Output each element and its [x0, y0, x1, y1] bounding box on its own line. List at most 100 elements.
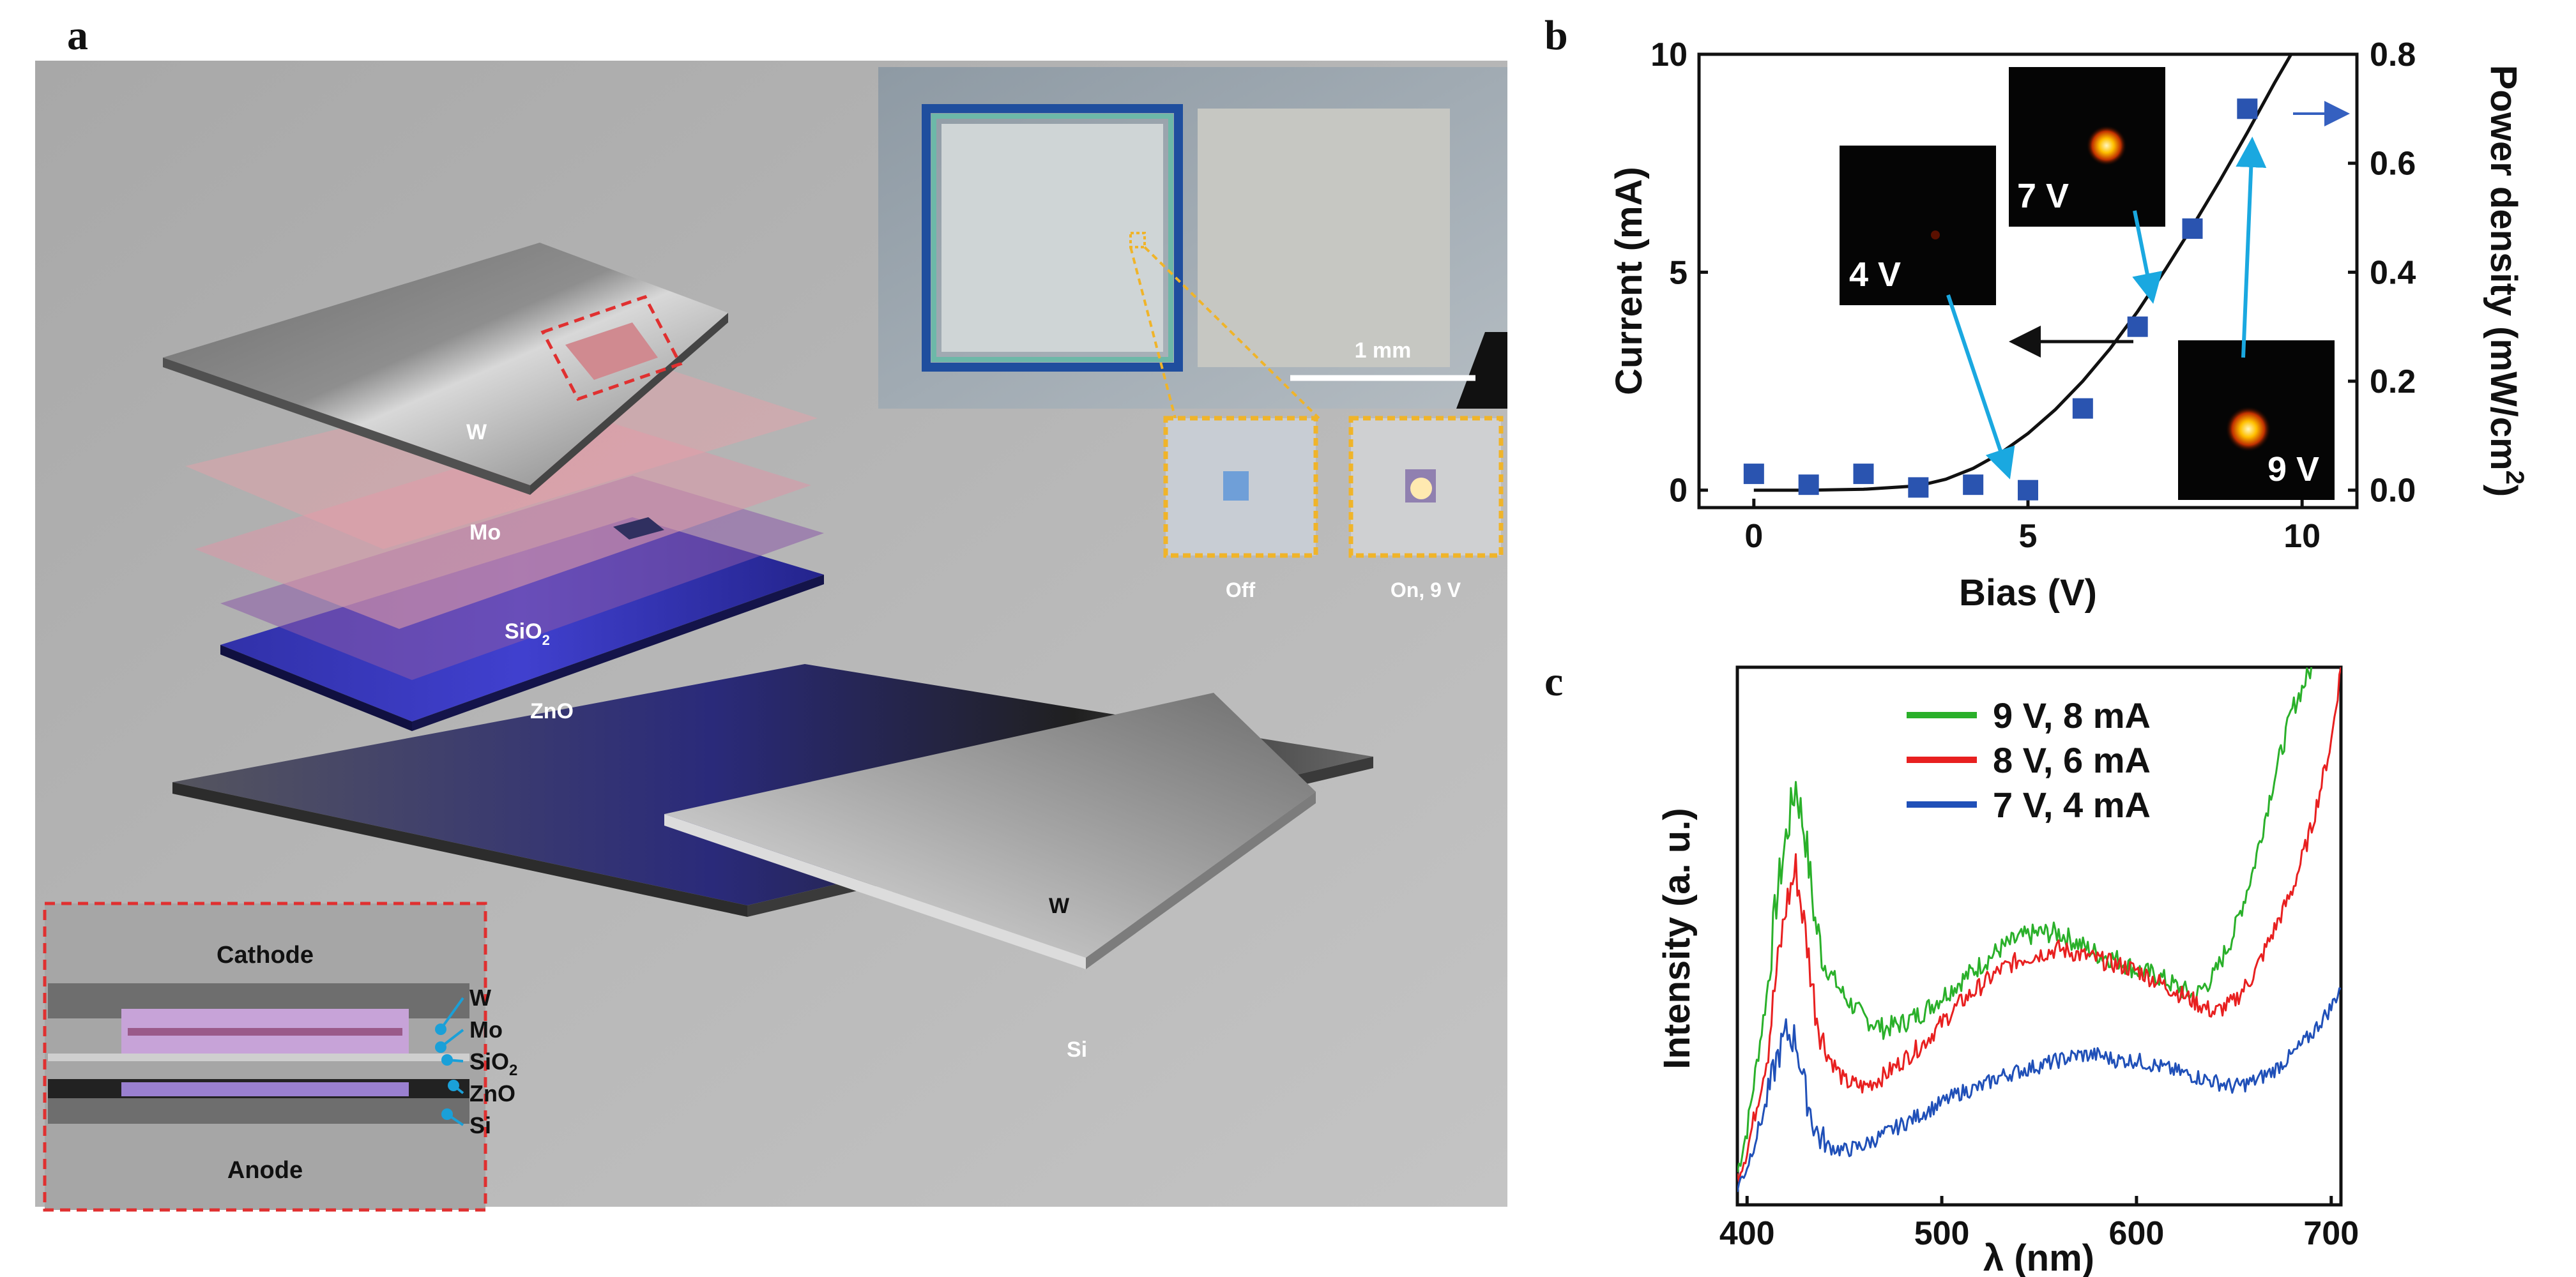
zoom-line-right	[1143, 246, 1320, 419]
chart-b-ylabel-left: Current (mA)	[1608, 167, 1650, 395]
zoom-on-frame	[1348, 416, 1504, 558]
chart-c-xlabel: λ (nm)	[1983, 1237, 2094, 1277]
photo-4v-label: 4 V	[1849, 255, 1901, 294]
layer-label-w-top: W	[466, 420, 487, 444]
w-right-contact-edge-right	[1086, 792, 1316, 969]
cs-dot-zno	[448, 1080, 459, 1091]
photo-9v: 9 V	[2178, 340, 2335, 500]
chart-c-ticks: 400 500 600 700	[1719, 1196, 2359, 1252]
chart-c-series-0	[1737, 667, 2313, 1172]
device-callout-box	[540, 294, 683, 402]
layer-label-sio2: SiO2	[505, 619, 550, 648]
cs-dot-w	[435, 1024, 446, 1035]
chart-b-yrtick-label-0: 0.0	[2370, 472, 2416, 510]
photo-4v-frame	[1840, 146, 1996, 305]
chart-b-ylabel-right-sup: 2	[2501, 471, 2529, 485]
chart-b-yrtick-label-4: 0.8	[2370, 36, 2416, 73]
panel-a-letter: a	[67, 12, 88, 59]
micrograph-corner-shadow	[1456, 332, 1507, 409]
cs-leader-dots	[435, 1024, 459, 1120]
cs-zno-glow	[121, 1082, 409, 1096]
device-blue-frame	[922, 104, 1183, 372]
chart-b-power-points	[1743, 98, 2258, 501]
leader-4v	[1946, 294, 2015, 480]
chart-b-yrtick-label-1: 0.2	[2370, 363, 2416, 400]
cs-cathode-label: Cathode	[217, 942, 314, 969]
cs-si-layer	[48, 1098, 469, 1124]
chart-c-xtick-label-0: 400	[1719, 1215, 1775, 1252]
chart-b-xtick-label-2: 10	[2283, 518, 2321, 555]
zno-layer-edge-right	[412, 575, 824, 731]
chart-c-series-2	[1737, 987, 2341, 1193]
chart-b-yrtick-label-2: 0.4	[2370, 254, 2416, 291]
chart-b-power-point-7	[2127, 316, 2148, 337]
chart-c-ylabel: Intensity (a. u.)	[1656, 808, 1698, 1069]
chart-b-xtick-label-0: 0	[1744, 518, 1763, 555]
photo-7v: 7 V	[2009, 67, 2165, 227]
w-top-electrode-edge-right	[530, 313, 728, 495]
panel-c-letter: c	[1544, 658, 1564, 705]
layer-label-mo: Mo	[469, 520, 501, 545]
chart-c-series-1	[1737, 667, 2341, 1183]
chart-b-ylabel-right-main: Power density (mW/cm	[2483, 65, 2524, 471]
chart-c-xtick-label-3: 700	[2303, 1215, 2359, 1252]
cs-dot-si	[441, 1108, 453, 1120]
chart-b-power-point-9	[2237, 98, 2258, 119]
chart-c-xtick-label-2: 600	[2109, 1215, 2165, 1252]
zno-layer-edge	[220, 645, 412, 731]
chart-b-yrtick-label-3: 0.6	[2370, 146, 2416, 183]
cs-sio2-base: SiO	[469, 1048, 509, 1075]
chart-b-power-point-0	[1743, 464, 1764, 485]
cs-leader-w	[439, 997, 464, 1031]
chart-b-power-point-2	[1853, 464, 1874, 485]
chart-c-lines	[1737, 667, 2341, 1193]
chart-c: 400 500 600 700 9 V, 8 mA8 V, 6 mA 7 V, 4 mA…	[1656, 665, 2359, 1277]
mo-layer	[195, 421, 811, 629]
zoom-on-label: On, 9 V	[1391, 578, 1461, 601]
mo-window	[613, 517, 664, 540]
cs-label-zno: ZnO	[469, 1080, 515, 1107]
panel-b-letter: b	[1544, 12, 1568, 59]
panel-a-illustration: W Mo SiO2 ZnO W Si 1 mm	[35, 61, 1507, 1212]
chart-b-ticks: 0 5 10 0 5 10 0.0 0.2 0.4 0.6 0.8	[1650, 36, 2416, 555]
chart-b-ylabel-right-close: )	[2483, 485, 2524, 497]
chart-b-power-point-4	[1963, 474, 1984, 495]
chart-c-legend-label-1: 8 V, 6 mA	[1993, 740, 2151, 780]
layer-label-w-right: W	[1049, 894, 1070, 918]
chart-b-power-point-8	[2182, 218, 2203, 239]
photo-4v-spot	[1931, 230, 1940, 239]
cs-dot-mo	[435, 1041, 446, 1053]
si-substrate-edge	[172, 782, 747, 917]
cs-mo-strip	[128, 1028, 402, 1036]
chart-c-xtick-label-1: 500	[1914, 1215, 1970, 1252]
chart-b-power-point-5	[2018, 480, 2038, 501]
cross-section-inset: Cathode Anode W Mo SiO2 ZnO Si	[43, 902, 517, 1212]
sio2-base: SiO	[505, 619, 542, 644]
photo-9v-spot	[2225, 406, 2271, 452]
cs-label-sio2: SiO2	[469, 1048, 517, 1079]
chart-b-yltick-label-2: 10	[1650, 36, 1688, 73]
cs-sio2-subscript: 2	[509, 1062, 517, 1079]
photo-9v-label: 9 V	[2267, 450, 2319, 488]
chart-c-frame	[1735, 665, 2343, 1207]
cs-label-si: Si	[469, 1112, 491, 1138]
w-top-window	[565, 322, 658, 380]
zoom-off-device	[1223, 471, 1249, 501]
chart-b-yltick-label-0: 0	[1669, 472, 1688, 510]
w-right-contact-edge	[664, 814, 1086, 969]
zoom-on	[1348, 416, 1504, 558]
reference-pad	[1198, 109, 1450, 367]
chart-b-power-point-3	[1908, 477, 1929, 498]
w-right-contact-top	[664, 693, 1316, 958]
chart-b-power-point-1	[1798, 474, 1819, 495]
cs-dot-sio2	[441, 1054, 453, 1066]
device-green-frame	[931, 114, 1173, 362]
w-top-electrode-edge	[163, 358, 530, 495]
cs-label-w: W	[469, 985, 491, 1011]
device-active-area	[941, 124, 1163, 352]
micrograph-inset: 1 mm	[878, 67, 1507, 409]
zoom-on-glow	[1410, 478, 1432, 499]
leader-9v	[2236, 137, 2267, 358]
chart-b: 0 5 10 0 5 10 0.0 0.2 0.4 0.6 0.8 4 V 7 V 9 V Bias…	[1608, 36, 2529, 614]
